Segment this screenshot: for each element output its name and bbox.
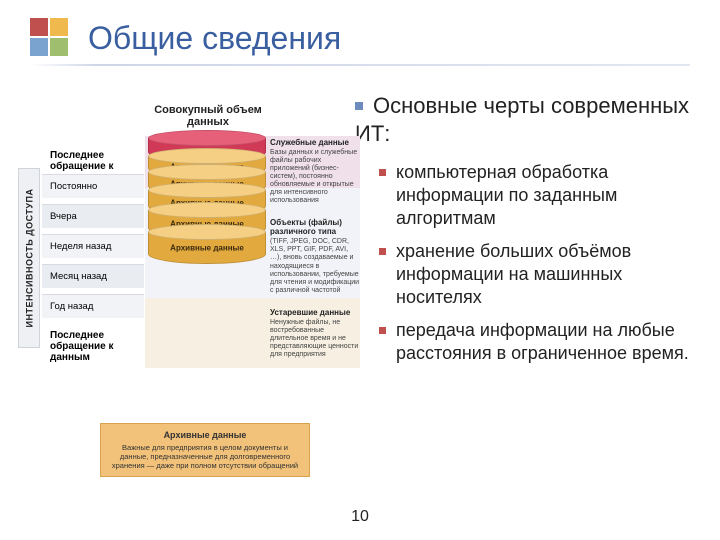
category-row: Вчера: [42, 204, 144, 228]
description-title: Устаревшие данные: [270, 308, 360, 317]
list-item-text: компьютерная обработка информации по зад…: [396, 161, 695, 230]
category-row: Месяц назад: [42, 264, 144, 288]
category-header: Последнее обращение к данным: [42, 324, 144, 369]
description-box: Служебные данные Базы данных и служебные …: [270, 138, 360, 206]
square-bullet-icon: [379, 327, 386, 334]
category-row: Неделя назад: [42, 234, 144, 258]
square-bullet-icon: [355, 102, 363, 110]
cylinder-layer: Архивные данные: [148, 232, 266, 264]
data-volume-diagram: Совокупный объем данных ИНТЕНСИВНОСТЬ ДО…: [20, 108, 350, 478]
logo-icon: [30, 18, 70, 58]
heading-text: Основные черты современных ИТ:: [355, 93, 689, 146]
description-box: Устаревшие данные Ненужные файлы, не вост…: [270, 308, 360, 359]
description-title: Служебные данные: [270, 138, 360, 147]
page-title: Общие сведения: [88, 20, 341, 57]
description-text: Ненужные файлы, не востребованные длител…: [270, 319, 360, 359]
category-row: Постоянно: [42, 174, 144, 198]
title-underline: [30, 64, 690, 66]
list-item: компьютерная обработка информации по зад…: [379, 161, 695, 230]
square-bullet-icon: [379, 169, 386, 176]
description-text: (TIFF, JPEG, DOC, CDR, XLS, PPT, GIF, PD…: [270, 238, 360, 294]
page-number: 10: [0, 508, 720, 526]
content-heading: Основные черты современных ИТ:: [355, 92, 695, 147]
axis-label-text: ИНТЕНСИВНОСТЬ ДОСТУПА: [24, 189, 34, 328]
description-title: Объекты (файлы) различного типа: [270, 218, 360, 236]
description-text: Базы данных и служебные файлы рабочих пр…: [270, 149, 360, 205]
list-item: хранение больших объёмов информации на м…: [379, 240, 695, 309]
axis-label: ИНТЕНСИВНОСТЬ ДОСТУПА: [18, 168, 40, 348]
sub-list: компьютерная обработка информации по зад…: [379, 161, 695, 365]
cylinder-label: Архивные данные: [148, 244, 266, 253]
callout-title: Архивные данные: [111, 430, 299, 441]
list-item-text: передача информации на любые расстояния …: [396, 319, 695, 365]
category-row: Год назад: [42, 294, 144, 318]
diagram-title: Совокупный объем данных: [148, 104, 268, 128]
square-bullet-icon: [379, 248, 386, 255]
callout-text: Важные для предприятия в целом документы…: [111, 443, 299, 470]
list-item: передача информации на любые расстояния …: [379, 319, 695, 365]
archive-callout: Архивные данные Важные для предприятия в…: [100, 423, 310, 477]
description-box: Объекты (файлы) различного типа (TIFF, JP…: [270, 218, 360, 295]
list-item-text: хранение больших объёмов информации на м…: [396, 240, 695, 309]
cylinder-stack: Архивные данныеАрхивные данныеАрхивные д…: [148, 138, 266, 258]
title-row: Общие сведения: [30, 18, 700, 58]
content-column: Основные черты современных ИТ: компьютер…: [355, 92, 695, 375]
